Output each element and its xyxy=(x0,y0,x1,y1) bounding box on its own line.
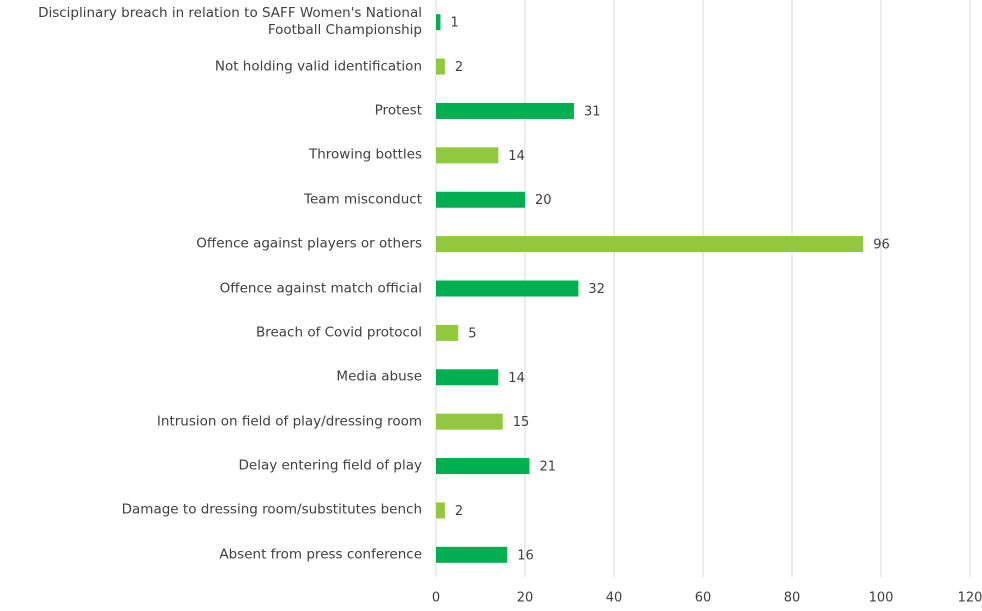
bar xyxy=(436,546,508,563)
x-tick-label: 80 xyxy=(784,591,801,606)
y-tick-label: Throwing bottles xyxy=(308,146,422,163)
bar xyxy=(436,413,503,430)
bar xyxy=(436,280,579,297)
value-label: 16 xyxy=(517,548,534,563)
y-tick-label: Delay entering field of play xyxy=(238,457,423,474)
value-label: 21 xyxy=(539,460,556,475)
bar xyxy=(436,14,441,31)
y-tick-label: Absent from press conference xyxy=(219,546,422,563)
value-label: 1 xyxy=(450,16,458,31)
bar xyxy=(436,102,574,119)
value-label: 31 xyxy=(584,104,601,119)
y-tick-label: Protest xyxy=(374,102,422,119)
y-tick-label: Team misconduct xyxy=(304,191,422,208)
bar xyxy=(436,191,525,208)
y-tick-label: Offence against match official xyxy=(219,280,422,296)
y-tick-label: Damage to dressing room/substitutes benc… xyxy=(121,501,422,518)
bar xyxy=(436,502,445,519)
value-label: 96 xyxy=(873,238,890,253)
bar xyxy=(436,58,445,75)
y-tick-label: Not holding valid identification xyxy=(214,58,422,75)
x-tick-label: 120 xyxy=(958,591,982,606)
y-tick-label: Intrusion on field of play/dressing room xyxy=(156,413,422,430)
bar xyxy=(436,147,499,164)
value-label: 14 xyxy=(508,149,525,164)
value-label: 20 xyxy=(535,193,552,208)
y-tick-label: Media abuse xyxy=(336,368,422,385)
x-tick-label: 40 xyxy=(606,591,623,606)
bar xyxy=(436,324,459,341)
value-label: 14 xyxy=(508,371,525,386)
y-tick-label: Offence against players or others xyxy=(196,235,422,252)
bar xyxy=(436,458,530,475)
value-label: 15 xyxy=(513,415,530,430)
x-tick-label: 100 xyxy=(869,591,894,606)
x-tick-label: 0 xyxy=(432,591,440,606)
value-label: 32 xyxy=(588,282,605,297)
y-tick-label: Disciplinary breach in relation to SAFF … xyxy=(38,5,422,39)
bar xyxy=(436,236,864,253)
value-label: 2 xyxy=(455,60,463,75)
bar xyxy=(436,369,499,386)
value-label: 5 xyxy=(468,326,476,341)
y-tick-label: Breach of Covid protocol xyxy=(255,324,422,341)
value-label: 2 xyxy=(455,504,463,519)
x-tick-label: 60 xyxy=(695,591,712,606)
x-tick-label: 20 xyxy=(517,591,534,606)
